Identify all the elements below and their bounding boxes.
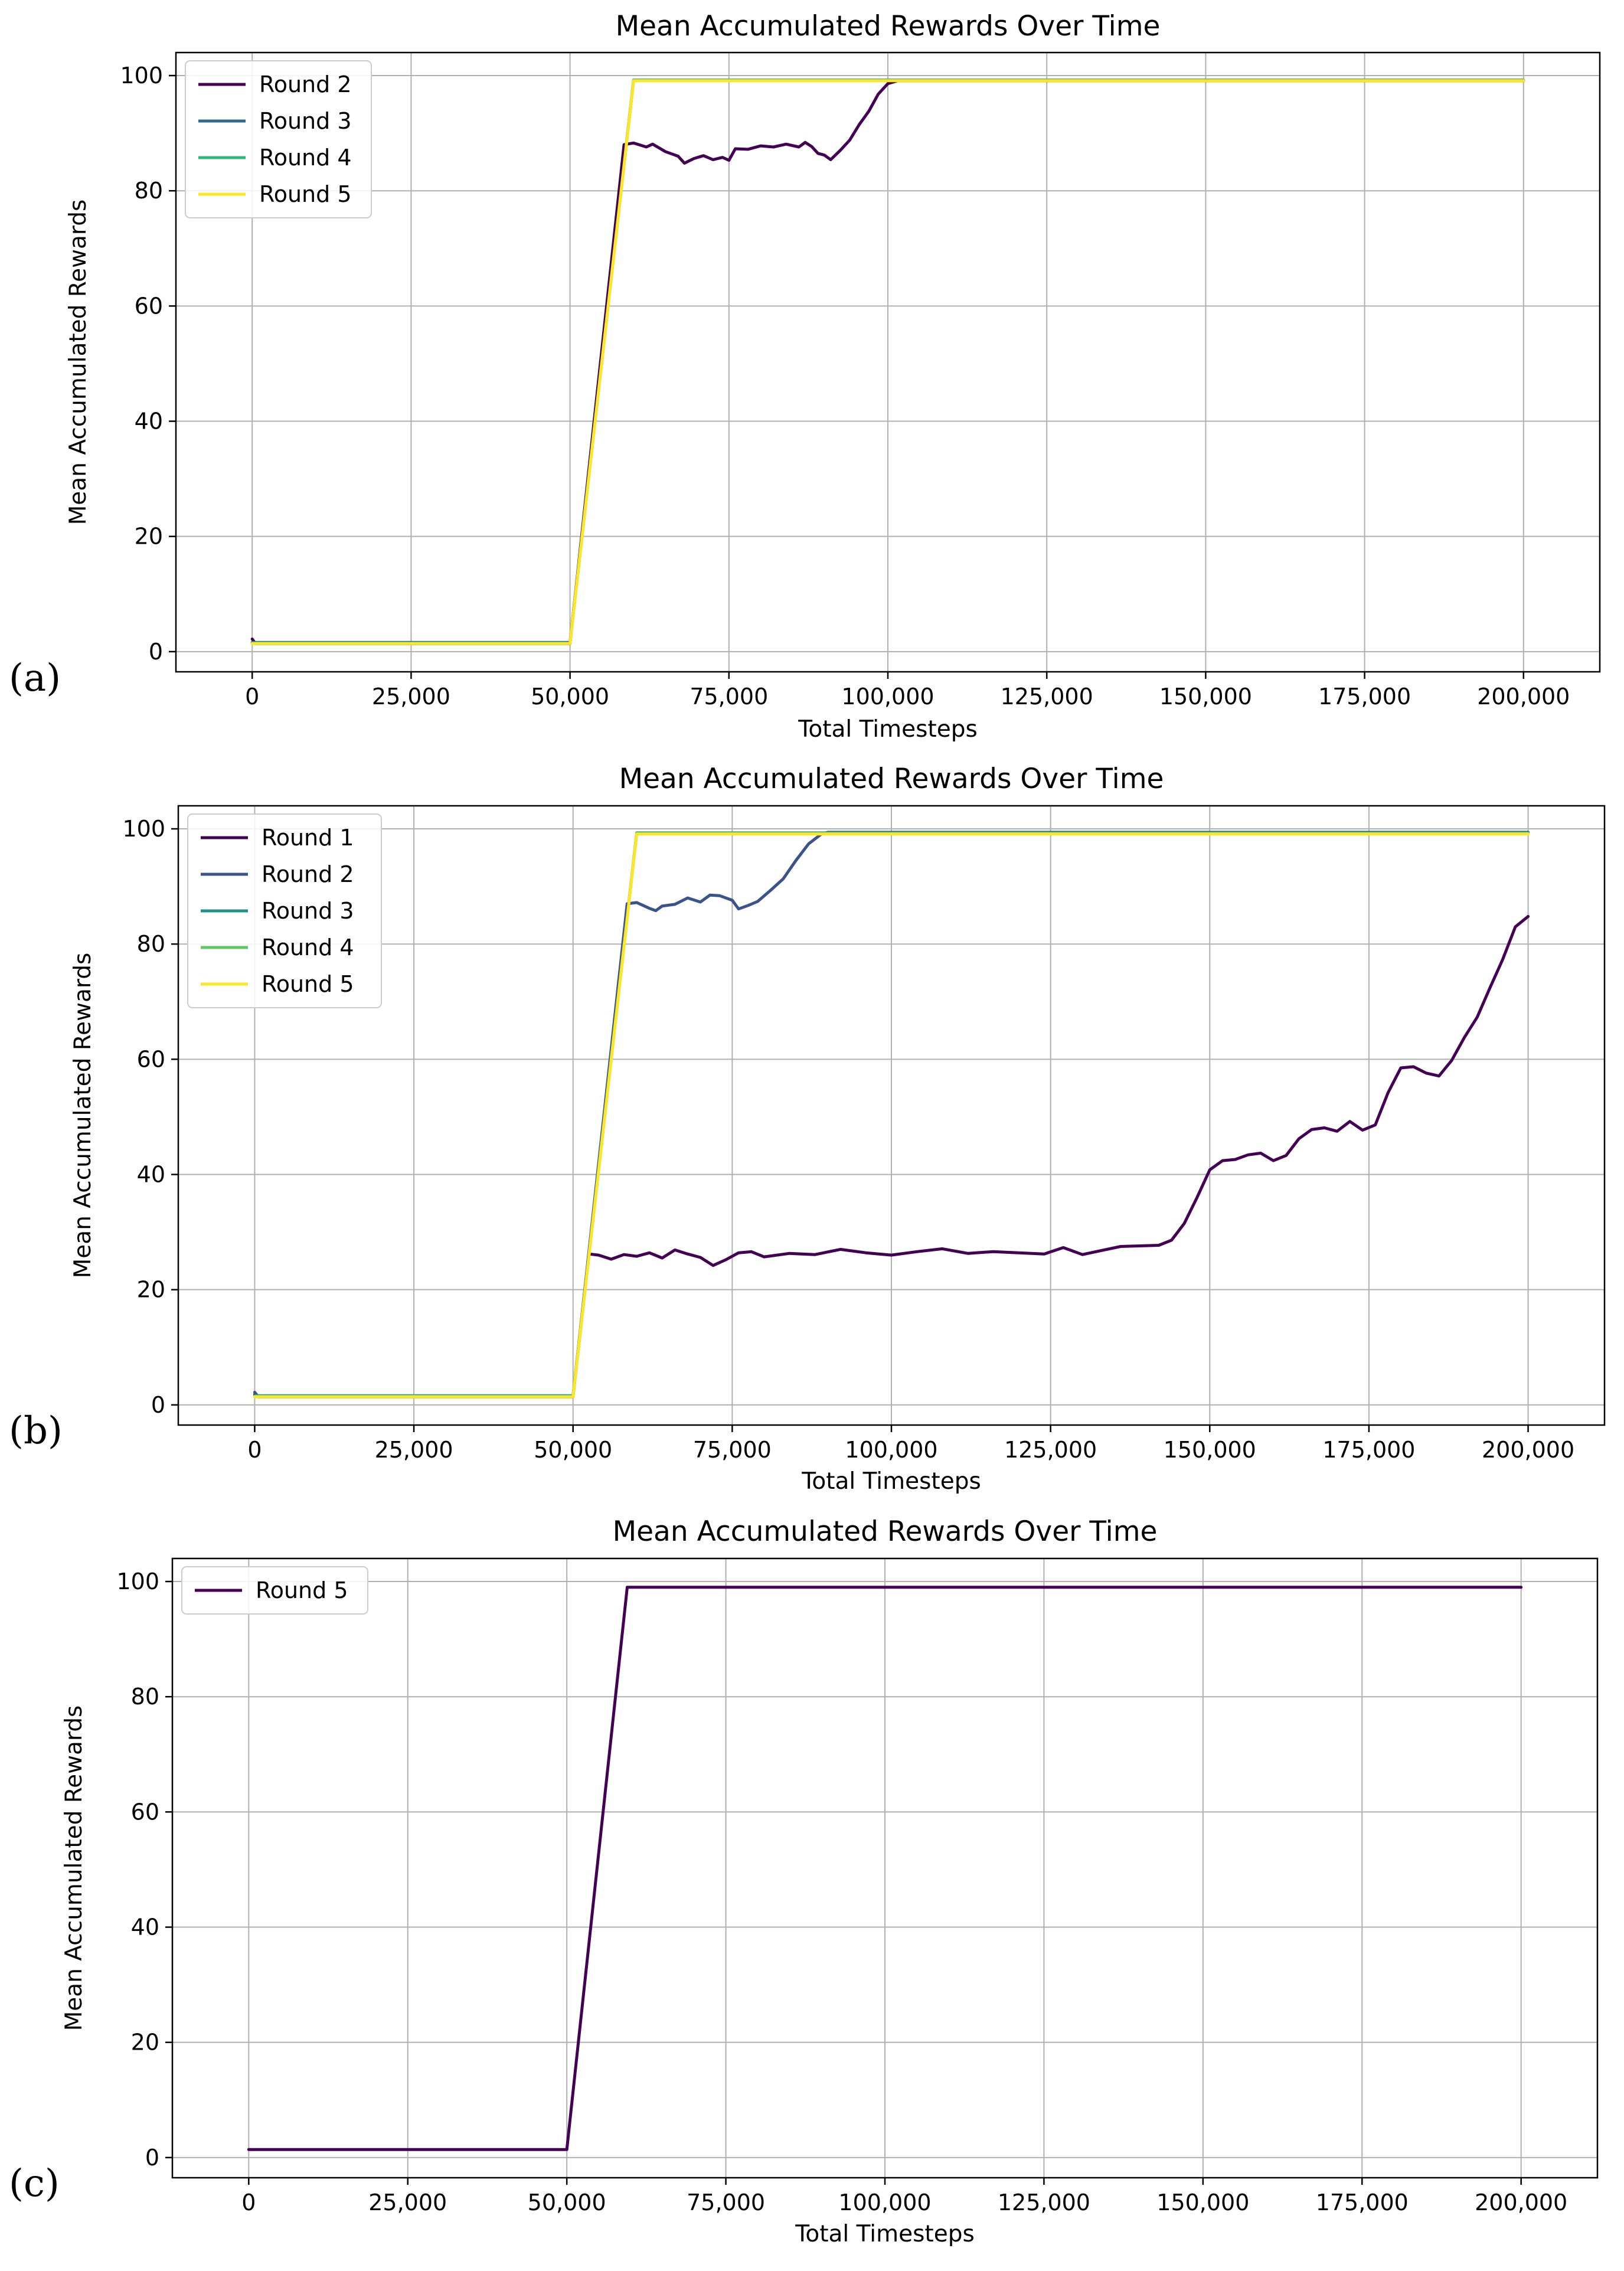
panel-label: (a) bbox=[9, 656, 61, 700]
y-tick-label: 20 bbox=[137, 1277, 165, 1303]
x-axis-label: Total Timesteps bbox=[795, 2221, 975, 2247]
y-tick-label: 20 bbox=[135, 524, 163, 550]
y-tick-label: 60 bbox=[135, 293, 163, 319]
series-line-round-1 bbox=[253, 914, 1530, 1398]
panel-label: (c) bbox=[9, 2162, 60, 2205]
x-tick-label: 0 bbox=[247, 1437, 262, 1463]
legend-label: Round 2 bbox=[262, 861, 354, 887]
x-axis-label: Total Timesteps bbox=[801, 1468, 981, 1495]
x-tick-label: 75,000 bbox=[693, 1437, 772, 1463]
legend-label: Round 5 bbox=[262, 971, 354, 997]
legend-label: Round 5 bbox=[256, 1577, 348, 1603]
x-tick-label: 50,000 bbox=[531, 684, 609, 710]
legend-label: Round 3 bbox=[259, 108, 352, 134]
y-tick-label: 100 bbox=[122, 816, 165, 842]
y-tick-label: 80 bbox=[137, 931, 165, 957]
series-line-round-5 bbox=[250, 79, 1525, 645]
y-tick-label: 60 bbox=[137, 1046, 165, 1072]
legend-label: Round 1 bbox=[262, 825, 354, 851]
y-axis-label: Mean Accumulated Rewards bbox=[65, 200, 92, 525]
x-tick-label: 150,000 bbox=[1159, 684, 1252, 710]
y-tick-label: 40 bbox=[137, 1162, 165, 1188]
x-tick-label: 175,000 bbox=[1322, 1437, 1415, 1463]
legend: Round 2 Round 3 Round 4 Round 5 bbox=[185, 60, 372, 218]
x-tick-label: 100,000 bbox=[841, 684, 934, 710]
y-tick-label: 60 bbox=[131, 1799, 159, 1825]
legend-label: Round 4 bbox=[259, 145, 352, 171]
legend: Round 1 Round 2 Round 3 Round 4 Round 5 bbox=[187, 813, 382, 1008]
legend-box bbox=[185, 60, 372, 218]
y-tick-label: 0 bbox=[149, 639, 163, 665]
chart-panel-3: 0 25,000 50,000 75,000 100,000 125,000 150,000… bbox=[9, 1515, 1599, 2247]
x-tick-label: 25,000 bbox=[372, 684, 450, 710]
x-tick-label: 200,000 bbox=[1482, 1437, 1574, 1463]
y-axis-label: Mean Accumulated Rewards bbox=[70, 953, 96, 1279]
x-tick-label: 0 bbox=[241, 2190, 256, 2216]
legend-label: Round 3 bbox=[262, 898, 354, 924]
x-tick-label: 100,000 bbox=[838, 2190, 931, 2216]
series-line-round-2 bbox=[253, 831, 1530, 1398]
y-tick-label: 0 bbox=[145, 2145, 159, 2171]
x-tick-label: 50,000 bbox=[534, 1437, 612, 1463]
x-tick-label: 0 bbox=[245, 684, 259, 710]
y-tick-label: 0 bbox=[151, 1392, 165, 1418]
chart-panel-2: 0 25,000 50,000 75,000 100,000 125,000 150,000… bbox=[9, 763, 1606, 1495]
x-tick-label: 50,000 bbox=[528, 2190, 606, 2216]
series-line-round-5 bbox=[253, 832, 1530, 1398]
legend-box bbox=[187, 813, 382, 1008]
x-tick-label: 75,000 bbox=[690, 684, 768, 710]
chart-panel-1: 0 25,000 50,000 75,000 100,000 125,000 150,000… bbox=[9, 10, 1601, 743]
y-tick-label: 100 bbox=[116, 1569, 159, 1594]
y-tick-label: 80 bbox=[135, 178, 163, 204]
y-tick-label: 40 bbox=[135, 409, 163, 434]
x-tick-label: 125,000 bbox=[1001, 684, 1093, 710]
legend-label: Round 4 bbox=[262, 934, 354, 960]
x-tick-label: 150,000 bbox=[1164, 1437, 1256, 1463]
y-tick-label: 20 bbox=[131, 2030, 159, 2056]
legend-label: Round 5 bbox=[259, 181, 352, 207]
x-tick-label: 25,000 bbox=[368, 2190, 447, 2216]
x-tick-label: 175,000 bbox=[1318, 684, 1411, 710]
x-tick-label: 25,000 bbox=[375, 1437, 453, 1463]
x-tick-label: 125,000 bbox=[998, 2190, 1090, 2216]
series-line-round-5 bbox=[247, 1586, 1523, 2151]
x-tick-label: 100,000 bbox=[845, 1437, 937, 1463]
x-tick-label: 200,000 bbox=[1475, 2190, 1567, 2216]
y-tick-label: 40 bbox=[131, 1914, 159, 1940]
series-line-round-2 bbox=[250, 79, 1525, 645]
chart-title: Mean Accumulated Rewards Over Time bbox=[613, 1515, 1158, 1548]
x-tick-label: 150,000 bbox=[1156, 2190, 1249, 2216]
legend-label: Round 2 bbox=[259, 71, 352, 97]
x-axis-label: Total Timesteps bbox=[798, 716, 978, 743]
legend: Round 5 bbox=[181, 1566, 368, 1615]
y-tick-label: 100 bbox=[120, 63, 163, 89]
y-axis-label: Mean Accumulated Rewards bbox=[61, 1705, 87, 2031]
x-tick-label: 200,000 bbox=[1477, 684, 1570, 710]
x-tick-label: 75,000 bbox=[687, 2190, 765, 2216]
y-tick-label: 80 bbox=[131, 1684, 159, 1710]
chart-title: Mean Accumulated Rewards Over Time bbox=[616, 10, 1161, 43]
chart-title: Mean Accumulated Rewards Over Time bbox=[619, 763, 1164, 795]
panel-label: (b) bbox=[9, 1409, 63, 1453]
legend-box bbox=[181, 1566, 368, 1615]
x-tick-label: 125,000 bbox=[1004, 1437, 1097, 1463]
x-tick-label: 175,000 bbox=[1316, 2190, 1409, 2216]
